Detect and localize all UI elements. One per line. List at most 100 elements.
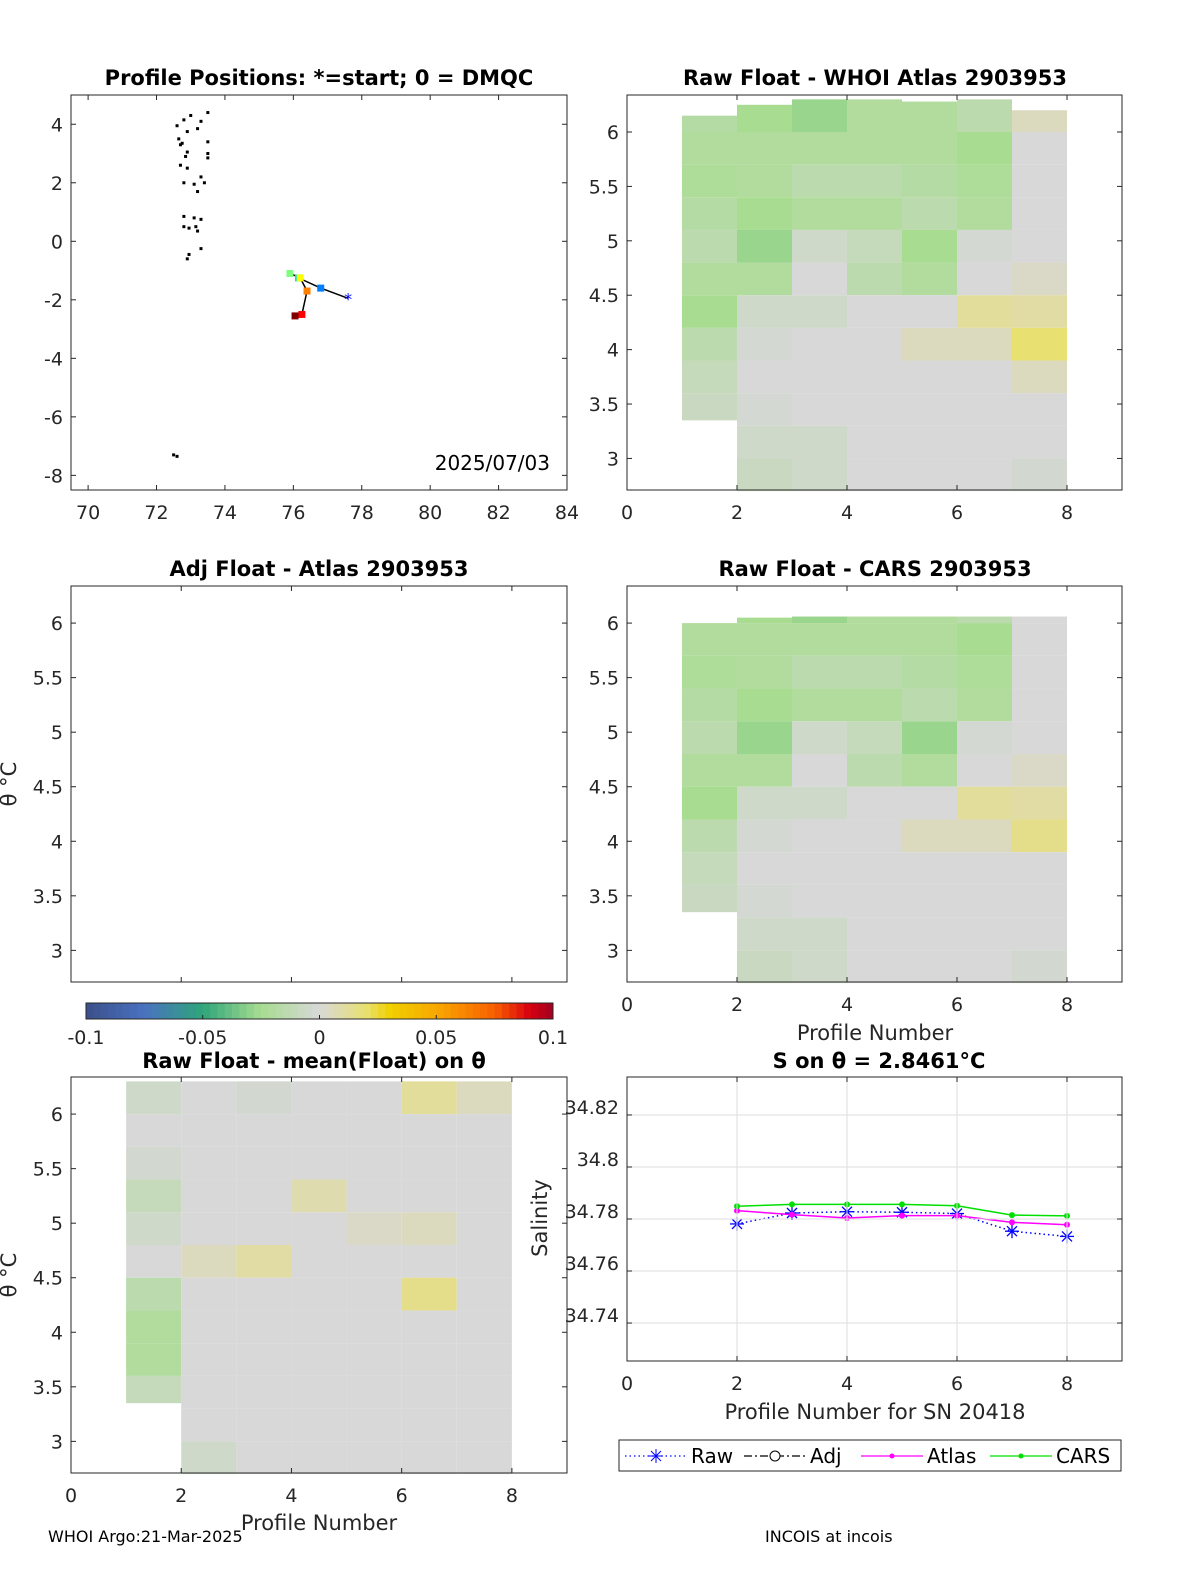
series-point-cars — [1009, 1212, 1015, 1219]
heatmap-cell — [1012, 884, 1067, 918]
heatmap-cell — [792, 616, 847, 624]
heatmap-cell — [847, 721, 902, 754]
heatmap-cell — [126, 1277, 182, 1311]
heatmap-cell — [902, 950, 957, 984]
raw-atlas-ytick-label: 3 — [607, 448, 619, 470]
colorbar-swatch — [458, 1003, 466, 1019]
salinity-xtick-label: 2 — [731, 1373, 743, 1395]
heatmap-cell — [737, 197, 792, 230]
historical-profile-point — [172, 453, 176, 457]
heatmap-cell — [401, 1081, 457, 1115]
colorbar-swatch — [166, 1003, 175, 1019]
historical-profile-point — [175, 454, 179, 458]
heatmap-cell — [737, 917, 792, 951]
heatmap-cell — [737, 360, 792, 394]
colorbar-swatch — [268, 1003, 277, 1019]
colorbar-swatch — [436, 1003, 445, 1019]
raw-atlas-ytick-label: 4.5 — [589, 285, 619, 307]
heatmap-cell — [902, 425, 957, 459]
heatmap-cell — [737, 721, 792, 754]
heatmap-cell — [682, 688, 737, 722]
heatmap-cell — [346, 1408, 402, 1442]
colorbar-swatch — [465, 1003, 474, 1019]
colorbar-tick-label: 0 — [313, 1027, 325, 1049]
legend-label-raw: Raw — [691, 1444, 733, 1468]
positions-ytick-label: 0 — [51, 231, 63, 253]
colorbar-swatch — [545, 1003, 554, 1019]
heatmap-cell — [902, 884, 957, 918]
heatmap-cell — [737, 262, 792, 296]
heatmap-cell — [792, 852, 847, 885]
heatmap-cell — [957, 164, 1012, 198]
historical-profile-point — [206, 111, 210, 115]
heatmap-cell — [401, 1179, 457, 1213]
raw-mean-xtick-label: 8 — [506, 1485, 518, 1507]
historical-profile-point — [177, 137, 181, 141]
colorbar-swatch — [290, 1003, 299, 1019]
heatmap-cell — [1012, 721, 1067, 754]
heatmap-cell — [792, 327, 847, 361]
raw-cars-xtick-label: 0 — [621, 994, 633, 1016]
raw-atlas-xtick-label: 4 — [841, 502, 853, 524]
raw-cars-ytick-label: 3.5 — [589, 886, 619, 908]
heatmap-cell — [957, 950, 1012, 984]
colorbar-swatch — [115, 1003, 123, 1019]
heatmap-cell — [346, 1146, 402, 1180]
heatmap-cell — [1012, 327, 1067, 361]
heatmap-cell — [1012, 852, 1067, 885]
heatmap-cell — [902, 131, 957, 165]
heatmap-cell — [957, 360, 1012, 394]
heatmap-cell — [792, 917, 847, 951]
colorbar-swatch — [472, 1003, 481, 1019]
raw-cars-xtick-label: 6 — [951, 994, 963, 1016]
historical-profile-point — [206, 140, 210, 144]
colorbar-swatch — [450, 1003, 459, 1019]
adj-atlas-ytick-label: 6 — [51, 613, 63, 635]
heatmap-cell — [346, 1277, 402, 1311]
heatmap-cell — [737, 786, 792, 820]
heatmap-cell — [902, 197, 957, 230]
colorbar-tick-label: 0.1 — [538, 1027, 568, 1049]
heatmap-cell — [456, 1081, 512, 1115]
colorbar-swatch — [407, 1003, 415, 1019]
colorbar-swatch — [326, 1003, 335, 1019]
colorbar-swatch — [538, 1003, 547, 1019]
heatmap-cell — [737, 617, 792, 624]
heatmap-cell — [957, 754, 1012, 787]
heatmap-cell — [346, 1114, 402, 1147]
footer-left: WHOI Argo:21-Mar-2025 — [48, 1527, 243, 1546]
heatmap-cell — [957, 131, 1012, 165]
colorbar-swatch — [210, 1003, 218, 1019]
raw-cars-ytick-label: 6 — [607, 613, 619, 635]
salinity-xtick-label: 6 — [951, 1373, 963, 1395]
heatmap-cell — [737, 950, 792, 984]
heatmap-cell — [847, 295, 902, 328]
heatmap-cell — [847, 425, 902, 459]
raw-atlas-xtick-label: 8 — [1061, 502, 1073, 524]
positions-ytick-label: -6 — [44, 407, 63, 429]
heatmap-cell — [792, 754, 847, 787]
colorbar-swatch — [100, 1003, 109, 1019]
heatmap-cell — [957, 99, 1012, 132]
colorbar-swatch — [443, 1003, 452, 1019]
adj-atlas-ytick-label: 5.5 — [33, 668, 63, 690]
salinity-xtick-label: 8 — [1061, 1373, 1073, 1395]
heatmap-cell — [792, 131, 847, 165]
heatmap-cell — [847, 229, 902, 263]
heatmap-cell — [957, 819, 1012, 853]
salinity-ytick-label: 34.76 — [565, 1253, 619, 1275]
heatmap-cell — [1012, 131, 1067, 165]
salinity-xtick-label: 0 — [621, 1373, 633, 1395]
float-profile-marker — [298, 310, 306, 318]
positions-xtick-label: 84 — [555, 502, 579, 524]
heatmap-cell — [291, 1343, 347, 1376]
positions-title: Profile Positions: *=start; 0 = DMQC — [105, 66, 534, 90]
heatmap-cell — [1012, 458, 1067, 492]
series-point-cars — [899, 1201, 905, 1208]
heatmap-cell — [957, 327, 1012, 361]
colorbar-swatch — [523, 1003, 532, 1019]
heatmap-cell — [737, 164, 792, 198]
heatmap-cell — [1012, 425, 1067, 459]
heatmap-cell — [401, 1375, 457, 1409]
